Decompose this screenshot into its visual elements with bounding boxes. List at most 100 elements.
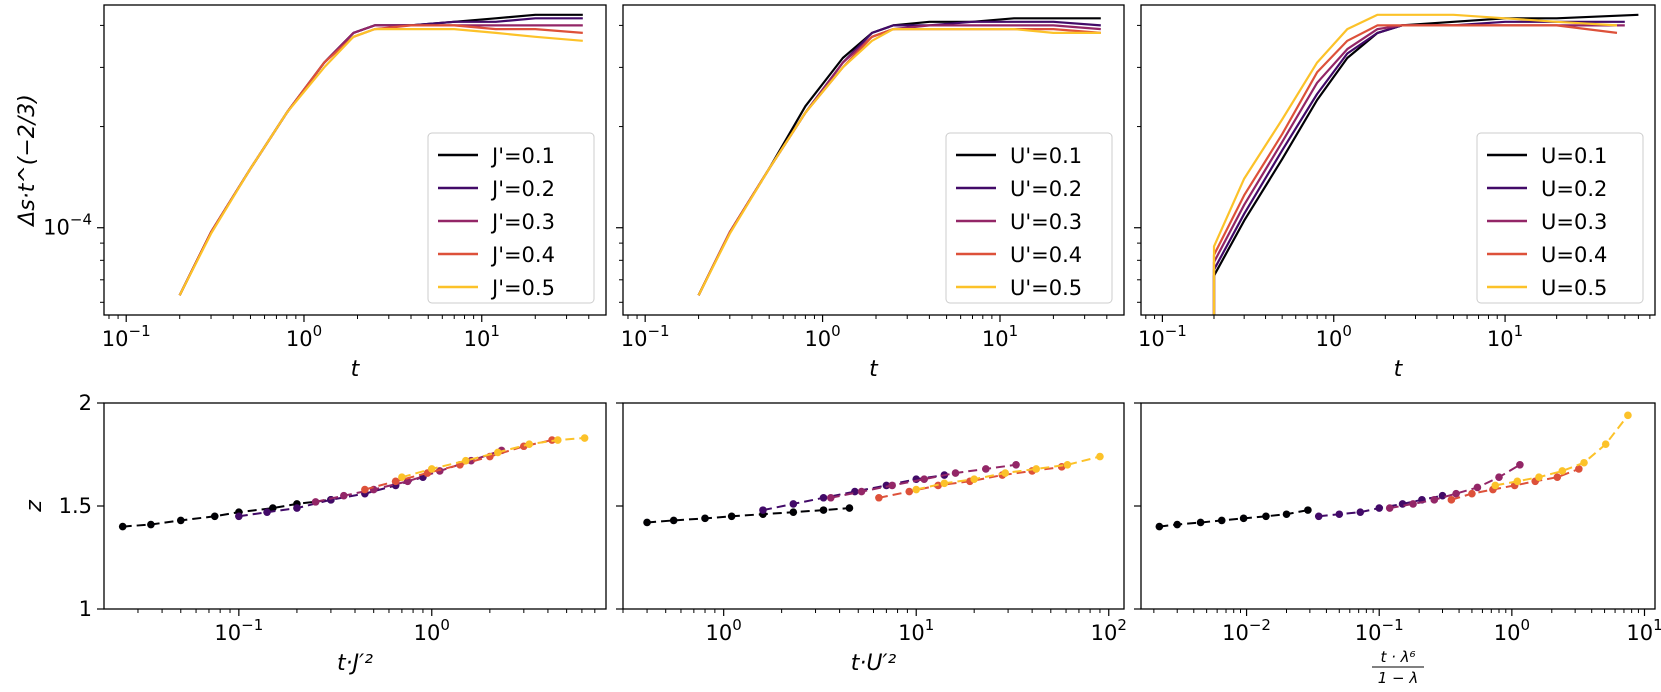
- series-5-point: [553, 436, 562, 444]
- x-tick-label-1: 100: [706, 616, 742, 645]
- x-axis-label: t·U′²: [851, 651, 897, 676]
- series-1-point: [118, 522, 127, 531]
- series-5-point: [427, 465, 436, 473]
- series-2-point: [819, 493, 828, 502]
- y-tick-label-1: 1: [79, 597, 92, 621]
- axes-frame: [622, 402, 1125, 610]
- series-3-point: [982, 465, 990, 473]
- x-tick-label-3: 101: [982, 322, 1018, 351]
- series-3-point: [1452, 489, 1460, 498]
- x-axis-label: t: [869, 357, 879, 382]
- series-1-point: [1155, 522, 1164, 531]
- y-tick-label-3: 2: [79, 391, 92, 415]
- series-5-point: [461, 456, 470, 465]
- series-5-point: [494, 448, 502, 457]
- series-1-point: [819, 506, 828, 514]
- x-tick-label-1: 10−1: [621, 322, 670, 351]
- series-1-point: [845, 504, 854, 512]
- legend-label-3: U=0.3: [1541, 210, 1607, 234]
- legend: J'=0.1 J'=0.2 J'=0.3 J'=0.4 J'=0.5: [427, 132, 595, 304]
- series-5-point: [398, 473, 406, 481]
- legend-label-2: U'=0.2: [1010, 177, 1082, 201]
- series-3-point: [1430, 496, 1439, 504]
- series-4-point: [875, 493, 883, 502]
- series-4-point: [1553, 473, 1562, 481]
- legend-box: [1476, 132, 1644, 304]
- series-line-1: [647, 507, 850, 524]
- plot-area: [178, 13, 583, 296]
- series-5-point: [580, 434, 589, 442]
- series-3-point: [311, 498, 320, 506]
- series-3-point: [1385, 504, 1394, 512]
- series-5-point: [1624, 411, 1632, 420]
- legend-box: [427, 132, 595, 304]
- series-2-point: [263, 508, 271, 516]
- series-3-point: [1495, 473, 1503, 481]
- legend-label-3: J'=0.3: [490, 210, 555, 234]
- panel-2: 10−1 100 101tU'=0.1U'=0.2U'=0.3U'=0.4U'=0.…: [616, 4, 1125, 382]
- series-5-point: [1535, 473, 1543, 481]
- series-5-point: [940, 479, 949, 488]
- x-axis-label: t: [351, 357, 361, 382]
- legend: U=0.1 U=0.2 U=0.3 U=0.4 U=0.5: [1476, 132, 1644, 304]
- series-2-point: [1398, 500, 1407, 508]
- series-2-point: [1438, 491, 1447, 500]
- series-line-2: [1212, 20, 1625, 315]
- x-tick-label-2: 100: [414, 616, 450, 645]
- series-1-point: [1239, 514, 1248, 523]
- series-2-point: [1314, 512, 1323, 521]
- series-line-5: [1212, 13, 1618, 315]
- axes-frame: [622, 4, 1125, 316]
- series-5-point: [912, 485, 921, 494]
- legend: U'=0.1 U'=0.2 U'=0.3 U'=0.4 U'=0.5: [945, 132, 1113, 304]
- plot-area: [697, 17, 1101, 296]
- series-1-point: [1262, 512, 1270, 521]
- series-1-point: [643, 518, 651, 527]
- legend-label-1: U=0.1: [1541, 144, 1607, 168]
- legend-label-4: U'=0.4: [1010, 243, 1082, 267]
- series-5-point: [1032, 465, 1041, 473]
- x-tick-label-3: 100: [1494, 616, 1530, 645]
- series-4-point: [1575, 465, 1583, 473]
- series-3-point: [1012, 461, 1020, 469]
- axes-frame: [1140, 4, 1656, 316]
- series-2-point: [1335, 510, 1344, 519]
- series-3-point: [920, 475, 928, 484]
- series-line-5: [178, 28, 583, 296]
- series-4-point: [361, 485, 369, 494]
- series-2-point: [235, 512, 243, 521]
- x-tick-label-4: 101: [1626, 616, 1661, 645]
- series-line-5: [697, 28, 1101, 296]
- series-1-point: [147, 520, 155, 529]
- series-1-point: [1196, 518, 1205, 527]
- legend-label-2: J'=0.2: [490, 177, 555, 201]
- series-4-point: [1468, 489, 1476, 498]
- series-3-point: [340, 491, 348, 500]
- plot-area: [643, 452, 1104, 527]
- legend-label-5: U=0.5: [1541, 276, 1607, 300]
- series-5-point: [1558, 467, 1567, 475]
- legend-label-2: U=0.2: [1541, 177, 1607, 201]
- series-1-point: [789, 508, 798, 516]
- series-4-point: [1447, 496, 1456, 504]
- series-1-point: [1173, 520, 1182, 529]
- series-1-point: [727, 512, 736, 521]
- legend-label-1: U'=0.1: [1010, 144, 1082, 168]
- series-2-point: [293, 504, 301, 512]
- series-4-point: [391, 477, 400, 486]
- x-axis-label: t: [1394, 357, 1404, 382]
- series-5-point: [525, 440, 534, 449]
- y-tick-label-1: 10−4: [43, 211, 92, 240]
- plot-area: [1212, 13, 1639, 315]
- series-2-point: [882, 481, 891, 490]
- y-axis-label: z: [22, 500, 47, 513]
- series-2-point: [789, 500, 798, 508]
- series-1-point: [1217, 516, 1226, 525]
- x-tick-label-2: 10−1: [1355, 616, 1404, 645]
- series-3-point: [1409, 500, 1417, 508]
- series-line-1: [1159, 509, 1309, 528]
- panel-6: 10−2 10−1 100 101 t · λ⁶ 1 − λ: [1134, 402, 1661, 687]
- series-3-point: [435, 467, 444, 475]
- series-1-point: [1304, 506, 1312, 514]
